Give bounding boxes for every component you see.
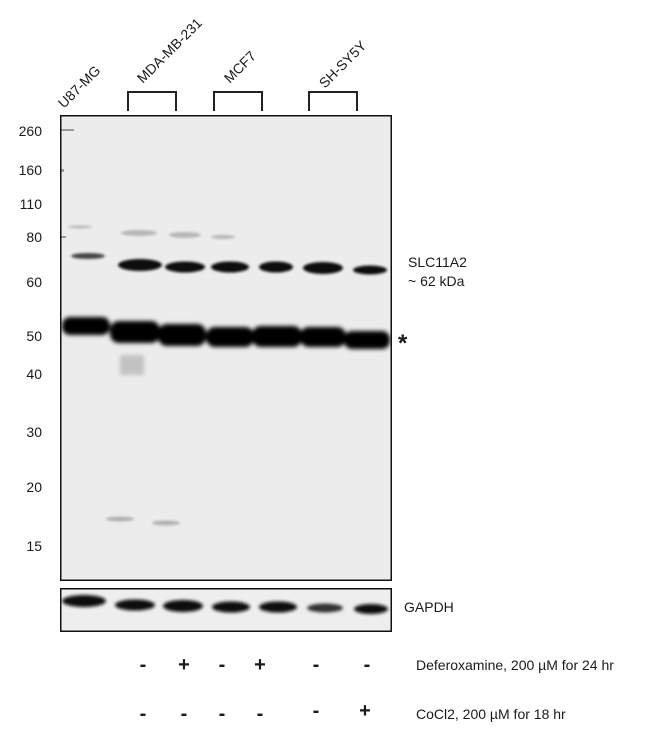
mw-marker-80: 80 xyxy=(26,229,42,245)
loading-control-label: GAPDH xyxy=(404,599,454,615)
mw-marker-50: 50 xyxy=(26,328,42,344)
mw-marker-30: 30 xyxy=(26,424,42,440)
deferoxamine-sign-1: - xyxy=(139,654,147,676)
cocl2-sign-1: - xyxy=(139,703,147,725)
mw-marker-110: 110 xyxy=(19,196,42,212)
deferoxamine-sign-3: - xyxy=(218,654,226,676)
deferoxamine-sign-2: + xyxy=(178,654,190,676)
bracket-sh-sy5y xyxy=(308,91,358,111)
lane-label-sh-sy5y: SH-SY5Y xyxy=(315,37,370,91)
mw-marker-160: 160 xyxy=(18,162,42,178)
western-blot-gapdh xyxy=(60,588,392,632)
cocl2-sign-7: + xyxy=(359,700,371,722)
target-protein-label: SLC11A2 ~ 62 kDa xyxy=(408,253,467,291)
target-name: SLC11A2 xyxy=(408,254,467,270)
deferoxamine-sign-6: - xyxy=(363,654,371,676)
deferoxamine-sign-4: + xyxy=(254,654,266,676)
western-blot-main xyxy=(60,115,392,581)
mw-marker-20: 20 xyxy=(26,479,42,495)
cocl2-sign-5: - xyxy=(312,700,320,722)
lane-label-u87-mg: U87-MG xyxy=(54,62,104,111)
mw-marker-60: 60 xyxy=(26,274,42,290)
cocl2-sign-2: - xyxy=(180,703,188,725)
target-size: ~ 62 kDa xyxy=(408,273,465,289)
mw-marker-15: 15 xyxy=(26,538,42,554)
bracket-mda-mb-231 xyxy=(127,91,177,111)
cocl2-condition-label: CoCl2, 200 µM for 18 hr xyxy=(416,706,566,722)
mw-marker-40: 40 xyxy=(26,366,42,382)
cocl2-sign-4: - xyxy=(256,703,264,725)
mw-marker-260: 260 xyxy=(18,123,42,139)
deferoxamine-condition-label: Deferoxamine, 200 µM for 24 hr xyxy=(416,657,614,673)
bracket-mcf7 xyxy=(213,91,263,111)
deferoxamine-sign-5: - xyxy=(312,654,320,676)
lane-label-mcf7: MCF7 xyxy=(220,47,259,86)
lane-label-mda-mb-231: MDA-MB-231 xyxy=(133,14,205,87)
cocl2-sign-3: - xyxy=(218,703,226,725)
nonspecific-band-asterisk: * xyxy=(398,330,408,357)
